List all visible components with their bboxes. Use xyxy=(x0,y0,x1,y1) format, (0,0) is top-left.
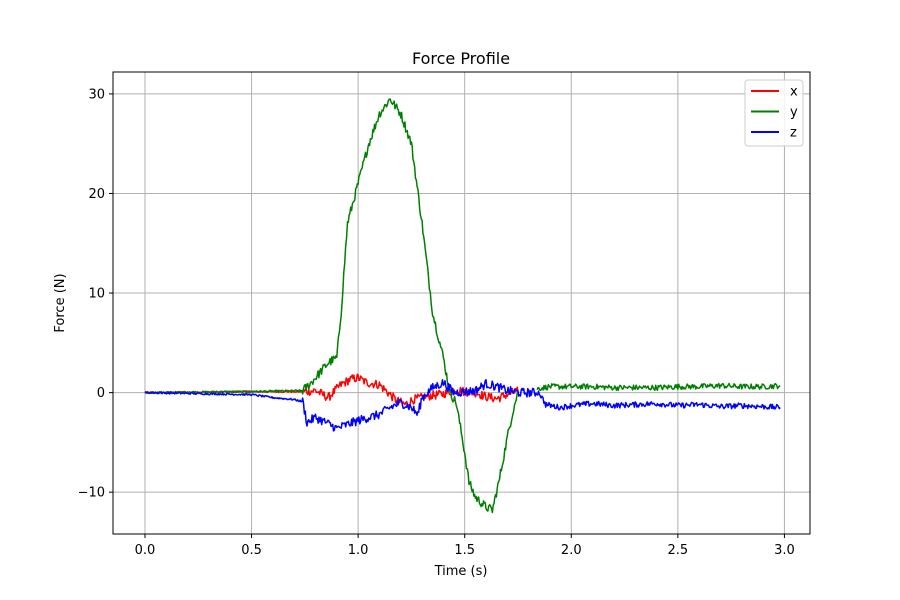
chart-title: Force Profile xyxy=(412,49,510,68)
x-tick-label: 1.5 xyxy=(454,543,475,558)
legend-label-z: z xyxy=(790,126,797,141)
legend-box xyxy=(744,79,804,147)
y-tick-label: 10 xyxy=(88,287,105,302)
series-line-y xyxy=(145,98,519,514)
legend-label-x: x xyxy=(790,85,798,100)
legend-label-y: y xyxy=(790,105,798,120)
series-z xyxy=(144,378,781,432)
series-line-y xyxy=(536,382,781,392)
y-tick-label: 20 xyxy=(88,187,105,202)
y-tick-label: −10 xyxy=(78,486,105,501)
y-tick-label: 0 xyxy=(97,386,105,401)
x-tick-label: 2.5 xyxy=(668,543,689,558)
x-tick-label: 0.5 xyxy=(241,543,262,558)
y-axis-label: Force (N) xyxy=(53,273,68,332)
y-tick-label: 30 xyxy=(88,87,105,102)
series-layer xyxy=(144,98,781,514)
legend: xyz xyxy=(744,79,804,147)
x-tick-label: 0.0 xyxy=(135,543,156,558)
x-axis: 0.0 0.5 1.0 1.5 2.0 2.5 3.0 xyxy=(135,534,795,558)
series-line-z xyxy=(144,378,781,432)
x-axis-label: Time (s) xyxy=(434,564,488,579)
x-tick-label: 3.0 xyxy=(774,543,795,558)
x-tick-label: 1.0 xyxy=(348,543,369,558)
x-tick-label: 2.0 xyxy=(561,543,582,558)
series-y xyxy=(145,98,781,514)
plot-frame xyxy=(112,71,811,535)
y-axis: −10 0 10 20 30 xyxy=(78,87,113,501)
